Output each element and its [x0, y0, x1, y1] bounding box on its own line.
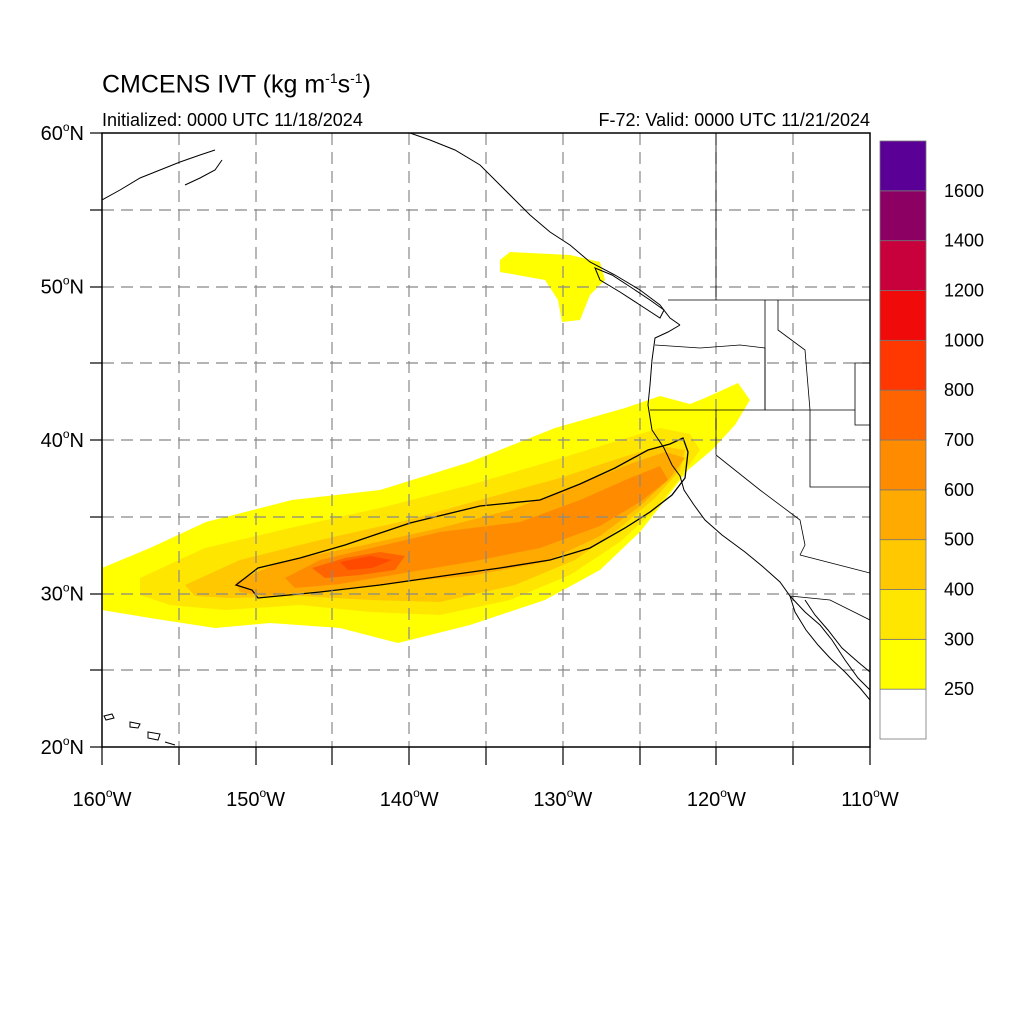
- colorbar-box-10: [879, 190, 927, 242]
- longitude-labels: 160oW 150oW 140oW 130oW 120oW 110oW: [73, 786, 899, 811]
- mexico-border: [789, 595, 870, 621]
- ivt-contour-250-north: [500, 252, 605, 322]
- colorbar-label-1400: 1400: [944, 231, 984, 251]
- lat-label-30: 30oN: [41, 581, 84, 606]
- colorbar-label-700: 700: [944, 430, 974, 450]
- colorbar-label-300: 300: [944, 629, 974, 649]
- california-border: [715, 410, 806, 556]
- colorbar-label-800: 800: [944, 380, 974, 400]
- colorbar-box-8: [879, 290, 927, 341]
- oregon-border: [650, 344, 766, 411]
- us-canada-border: [668, 133, 870, 301]
- hawaii-islands: [103, 713, 176, 746]
- colorbar-label-1000: 1000: [944, 330, 984, 350]
- colorbar-label-400: 400: [944, 580, 974, 600]
- colorbar-box-3: [879, 539, 927, 590]
- colorbar-label-1200: 1200: [944, 281, 984, 301]
- bc-coast: [409, 133, 681, 326]
- lon-label-130: 130oW: [533, 786, 592, 811]
- colorbar: 250 300 400 500 600 700 800 1000 1200 1400 1600: [879, 140, 984, 740]
- colorbar-box-6: [879, 389, 927, 441]
- coastlines: [102, 133, 870, 746]
- colorbar-box-4: [879, 489, 927, 541]
- idaho-border: [764, 300, 811, 411]
- lat-label-50: 50oN: [41, 274, 84, 299]
- graticule: [102, 133, 870, 747]
- baja-peninsula: [789, 595, 870, 701]
- colorbar-label-500: 500: [944, 530, 974, 550]
- map-title: CMCENS IVT (kg m-1s-1): [102, 70, 371, 99]
- colorbar-box-5: [879, 439, 927, 491]
- axis-ticks: [90, 132, 871, 765]
- lon-label-150: 150oW: [226, 786, 285, 811]
- valid-time: F-72: Valid: 0000 UTC 11/21/2024: [598, 110, 871, 130]
- lon-label-140: 140oW: [380, 786, 439, 811]
- colorbar-label-1600: 1600: [944, 181, 984, 201]
- colorbar-box-7: [879, 339, 927, 391]
- colorbar-box-0: [879, 688, 927, 740]
- ivt-contour-line: [234, 437, 689, 599]
- lat-label-40: 40oN: [41, 427, 84, 452]
- vancouver-island: [594, 267, 665, 319]
- lat-label-60: 60oN: [41, 120, 84, 145]
- alaska-coast: [102, 149, 223, 201]
- arizona-border: [799, 554, 870, 574]
- colorbar-box-9: [879, 240, 927, 291]
- lon-label-120: 120oW: [687, 786, 746, 811]
- lon-label-160: 160oW: [73, 786, 132, 811]
- utah-border: [854, 362, 870, 410]
- colorbar-label-250: 250: [944, 679, 974, 699]
- colorbar-label-600: 600: [944, 480, 974, 500]
- nevada-border: [765, 409, 870, 488]
- lat-label-20: 20oN: [41, 734, 84, 759]
- colorbar-box-1: [879, 638, 927, 690]
- colorbar-box-11: [879, 140, 927, 192]
- state-borders: [650, 133, 870, 621]
- ivt-field: [102, 252, 750, 643]
- latitude-labels: 60oN 50oN 40oN 30oN 20oN: [41, 120, 84, 759]
- colorbar-box-2: [879, 589, 927, 640]
- lon-label-110: 110oW: [841, 786, 899, 811]
- initialized-time: Initialized: 0000 UTC 11/18/2024: [102, 110, 363, 130]
- west-coast: [647, 324, 870, 691]
- ivt-contour-800: [340, 556, 392, 570]
